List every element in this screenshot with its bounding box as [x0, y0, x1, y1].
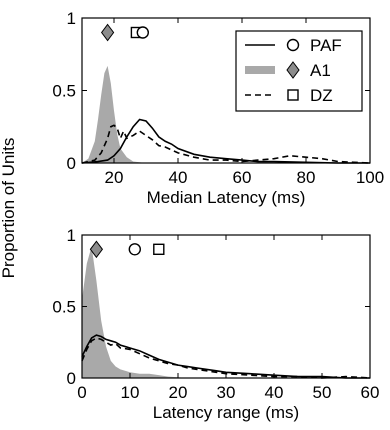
plot-frame — [81, 234, 371, 379]
legend-label-a1: A1 — [310, 61, 331, 80]
series-a1-area — [82, 65, 153, 163]
series-a1-area — [82, 246, 198, 378]
legend-swatch-a1 — [245, 66, 275, 74]
marker-a1-diamond — [89, 240, 104, 259]
marker-dz-square — [153, 243, 165, 256]
marker-a1-diamond — [100, 23, 115, 42]
shared-y-axis-label: Proportion of Units — [0, 138, 18, 279]
legend: PAF A1 DZ — [235, 30, 363, 112]
x-tick-label: 50 — [313, 383, 332, 402]
legend-label-dz: DZ — [310, 86, 333, 105]
marker-paf-circle — [136, 26, 150, 39]
series-dz-line — [81, 337, 371, 379]
x-axis-label: Latency range (ms) — [153, 403, 299, 422]
y-tick-label: 0 — [67, 369, 76, 388]
y-tick-label: 0 — [67, 154, 76, 173]
x-tick-label: 60 — [361, 383, 380, 402]
x-tick-label: 60 — [233, 168, 252, 187]
x-axis-label: Median Latency (ms) — [147, 188, 306, 207]
x-tick-label: 100 — [356, 168, 384, 187]
x-tick-label: 10 — [121, 383, 140, 402]
upper-panel: 20 40 60 80 100 0 0.5 1 Median Latency (ms) — [52, 9, 384, 207]
x-tick-label: 0 — [77, 383, 86, 402]
marker-paf-circle — [128, 243, 142, 256]
series-paf-line — [81, 334, 370, 379]
x-tick-label: 30 — [217, 383, 236, 402]
x-tick-label: 20 — [169, 383, 188, 402]
x-tick-label: 80 — [297, 168, 316, 187]
y-tick-label: 1 — [67, 226, 76, 245]
legend-marker-a1 — [286, 61, 300, 79]
x-tick-label: 40 — [169, 168, 188, 187]
series-dz-line — [81, 124, 371, 164]
y-tick-label: 0.5 — [52, 298, 76, 317]
legend-label-paf: PAF — [310, 36, 342, 55]
x-tick-label: 20 — [105, 168, 124, 187]
y-tick-label: 0.5 — [52, 82, 76, 101]
series-paf-line — [81, 118, 370, 164]
lower-panel: 0 10 20 30 40 50 60 0 0.5 1 Latency range (ms) — [52, 226, 379, 422]
legend-marker-dz — [287, 89, 299, 101]
legend-marker-paf — [286, 38, 300, 52]
y-tick-label: 1 — [67, 9, 76, 28]
x-tick-label: 40 — [265, 383, 284, 402]
